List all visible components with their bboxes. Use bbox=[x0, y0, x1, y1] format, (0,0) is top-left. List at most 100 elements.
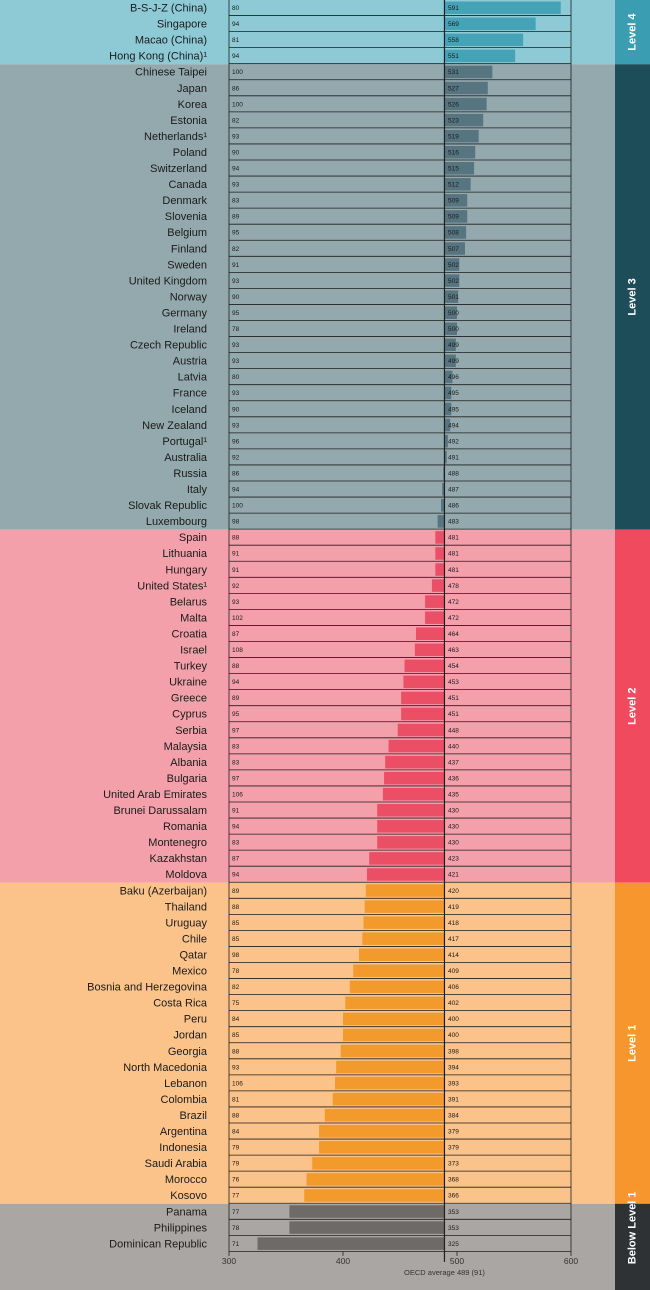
sample-count-label: 80 bbox=[232, 5, 240, 12]
sample-count-label: 77 bbox=[232, 1193, 240, 1200]
country-label: Bulgaria bbox=[167, 773, 208, 785]
x-tick-label: 400 bbox=[336, 1256, 350, 1266]
score-label: 495 bbox=[448, 406, 459, 413]
sample-count-label: 85 bbox=[232, 1032, 240, 1039]
score-label: 451 bbox=[448, 711, 459, 718]
country-label: United States¹ bbox=[137, 580, 207, 592]
country-label: Spain bbox=[179, 532, 207, 544]
sample-count-label: 106 bbox=[232, 1080, 243, 1087]
score-label: 391 bbox=[448, 1096, 459, 1103]
country-label: Mexico bbox=[172, 966, 207, 978]
country-label: Kosovo bbox=[170, 1190, 207, 1202]
score-label: 368 bbox=[448, 1177, 459, 1184]
x-tick-label: 600 bbox=[564, 1256, 578, 1266]
score-bar bbox=[353, 964, 445, 978]
sample-count-label: 106 bbox=[232, 791, 243, 798]
score-bar bbox=[425, 611, 445, 624]
country-label: Albania bbox=[170, 757, 208, 769]
score-label: 464 bbox=[448, 631, 459, 638]
score-label: 481 bbox=[448, 535, 459, 542]
country-label: Switzerland bbox=[150, 163, 207, 175]
score-bar bbox=[324, 1108, 445, 1122]
score-label: 393 bbox=[448, 1080, 459, 1087]
score-bar bbox=[444, 402, 452, 416]
score-label: 430 bbox=[448, 840, 459, 847]
score-bar bbox=[444, 65, 493, 79]
country-label: Baku (Azerbaijan) bbox=[120, 885, 207, 897]
level-strip bbox=[615, 882, 650, 1204]
sample-count-label: 93 bbox=[232, 278, 240, 285]
sample-count-label: 79 bbox=[232, 1161, 240, 1168]
sample-count-label: 77 bbox=[232, 1209, 240, 1216]
score-bar bbox=[437, 515, 445, 528]
score-bar bbox=[431, 579, 445, 592]
score-label: 481 bbox=[448, 551, 459, 558]
score-label: 494 bbox=[448, 422, 459, 429]
score-bar bbox=[332, 1092, 445, 1106]
country-label: Sweden bbox=[167, 259, 207, 271]
country-label: Morocco bbox=[165, 1174, 207, 1186]
sample-count-label: 93 bbox=[232, 422, 240, 429]
country-label: Slovak Republic bbox=[128, 500, 207, 512]
score-bar bbox=[444, 210, 468, 223]
country-label: United Arab Emirates bbox=[103, 789, 207, 801]
sample-count-label: 98 bbox=[232, 519, 240, 526]
sample-count-label: 94 bbox=[232, 872, 240, 879]
score-label: 400 bbox=[448, 1032, 459, 1039]
score-bar bbox=[444, 17, 536, 31]
score-bar bbox=[415, 627, 445, 640]
score-bar bbox=[444, 178, 471, 191]
score-label: 488 bbox=[448, 470, 459, 477]
score-label: 436 bbox=[448, 775, 459, 782]
sample-count-label: 83 bbox=[232, 198, 240, 205]
sample-count-label: 90 bbox=[232, 294, 240, 301]
score-label: 418 bbox=[448, 920, 459, 927]
sample-count-label: 97 bbox=[232, 727, 240, 734]
sample-count-label: 81 bbox=[232, 1096, 240, 1103]
score-label: 398 bbox=[448, 1048, 459, 1055]
score-bar bbox=[444, 290, 459, 303]
country-label: Lebanon bbox=[164, 1078, 207, 1090]
sample-count-label: 80 bbox=[232, 374, 240, 381]
score-bar bbox=[306, 1173, 445, 1186]
country-label: Israel bbox=[180, 645, 207, 657]
score-label: 417 bbox=[448, 936, 459, 943]
country-label: Jordan bbox=[173, 1030, 207, 1042]
sample-count-label: 81 bbox=[232, 37, 240, 44]
level-label: Level 3 bbox=[627, 278, 639, 315]
country-label: Chile bbox=[182, 933, 207, 945]
score-bar bbox=[304, 1189, 445, 1202]
score-label: 509 bbox=[448, 198, 459, 205]
sample-count-label: 86 bbox=[232, 85, 240, 92]
score-label: 526 bbox=[448, 101, 459, 108]
sample-count-label: 85 bbox=[232, 936, 240, 943]
score-label: 486 bbox=[448, 503, 459, 510]
sample-count-label: 102 bbox=[232, 615, 243, 622]
score-label: 502 bbox=[448, 278, 459, 285]
score-label: 523 bbox=[448, 117, 459, 124]
score-label: 502 bbox=[448, 262, 459, 269]
score-label: 487 bbox=[448, 487, 459, 494]
score-bar bbox=[444, 145, 476, 159]
sample-count-label: 92 bbox=[232, 454, 240, 461]
sample-count-label: 85 bbox=[232, 920, 240, 927]
score-label: 430 bbox=[448, 808, 459, 815]
score-label: 420 bbox=[448, 888, 459, 895]
sample-count-label: 88 bbox=[232, 904, 240, 911]
score-label: 501 bbox=[448, 294, 459, 301]
level-strip bbox=[615, 1203, 650, 1290]
sample-count-label: 92 bbox=[232, 583, 240, 590]
score-label: 379 bbox=[448, 1129, 459, 1136]
sample-count-label: 71 bbox=[232, 1241, 240, 1248]
score-bar bbox=[319, 1125, 445, 1138]
sample-count-label: 94 bbox=[232, 166, 240, 173]
score-label: 483 bbox=[448, 519, 459, 526]
sample-count-label: 86 bbox=[232, 470, 240, 477]
country-label: Ukraine bbox=[169, 677, 207, 689]
country-label: Brazil bbox=[179, 1110, 207, 1122]
sample-count-label: 95 bbox=[232, 230, 240, 237]
score-bar bbox=[444, 97, 487, 111]
sample-count-label: 91 bbox=[232, 567, 240, 574]
score-label: 430 bbox=[448, 824, 459, 831]
country-label: Peru bbox=[184, 1014, 207, 1026]
